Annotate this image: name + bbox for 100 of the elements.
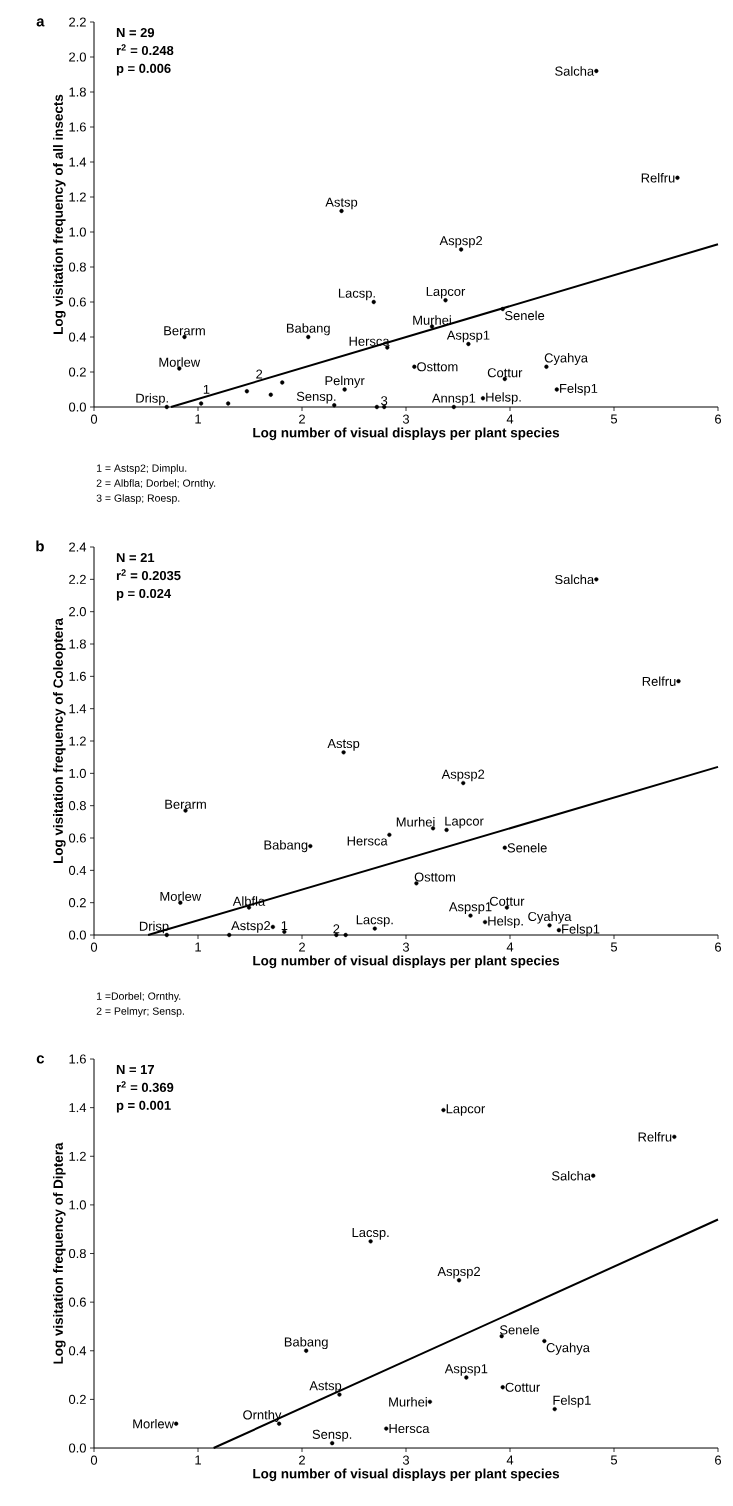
annotation: Sensp. [312, 1429, 352, 1442]
annotation: Senele [507, 842, 547, 853]
point [280, 380, 285, 385]
y-tick-label: 1.0 [69, 1200, 86, 1210]
annotation: Sensp. [296, 391, 336, 404]
annotation: Murhei [396, 817, 435, 827]
y-tick-label: 0.4 [68, 332, 87, 342]
point [502, 845, 507, 850]
annotation: Lacsp. [352, 1228, 389, 1240]
annotation: Salcha [552, 1170, 591, 1181]
x-tick-label: 2 [299, 1455, 305, 1465]
annotation: N = 17 [116, 1065, 154, 1074]
y-tick-label: 2.2 [69, 574, 86, 584]
y-tick-label: 1.0 [69, 768, 86, 778]
annotation: Aspsp1 [446, 330, 490, 343]
x-tick-label: 3 [402, 414, 410, 424]
point [554, 387, 559, 392]
y-tick-label: 0.8 [68, 262, 86, 272]
point [427, 1399, 433, 1404]
annotation: Babang [264, 840, 308, 853]
x-tick-label: 6 [715, 942, 722, 952]
x-tick-label: 0 [90, 942, 98, 952]
point [500, 1385, 505, 1390]
annotation: Helsp. [486, 392, 521, 405]
chart-title: a [36, 18, 45, 27]
point [542, 1338, 547, 1344]
annotation: Salcha [555, 66, 595, 76]
annotation: Lapcor [446, 1104, 486, 1116]
y-tick-label: 1.2 [69, 192, 86, 202]
y-tick-label: 1.6 [69, 1054, 86, 1064]
annotation: Berarm [165, 799, 206, 809]
y-tick-label: 1.4 [69, 1103, 87, 1113]
annotation: Astsp [325, 197, 358, 210]
annotation: Cottur [505, 1382, 540, 1392]
x-tick-label: 4 [506, 942, 514, 952]
point [227, 932, 232, 938]
annotation: Lapcor [426, 286, 466, 299]
point [343, 932, 348, 938]
y-tick-label: 1.8 [69, 639, 86, 649]
point [591, 1173, 596, 1178]
y-tick-label: 0.6 [68, 297, 86, 307]
y-tick-label: 0.0 [68, 1443, 86, 1453]
x-tick-label: 4 [506, 414, 514, 424]
annotation: r$^{2}$ = 0.369 [116, 1081, 174, 1093]
text: 2 = Pelmyr; Sensp. [96, 1007, 184, 1017]
x-tick-label: 6 [715, 414, 722, 424]
x-tick-label: 5 [610, 942, 618, 952]
annotation: Morlew [160, 891, 202, 901]
point [174, 1421, 179, 1426]
point [594, 68, 599, 74]
annotation: 2 [256, 369, 263, 379]
annotation: Babang [284, 1336, 328, 1350]
x-axis-title: Log number of visual displays per plant species [253, 955, 560, 969]
x-tick-label: 2 [299, 414, 305, 424]
annotation: Lacsp. [356, 915, 393, 927]
chart-title: c [36, 1055, 45, 1064]
y-tick-label: 0.0 [68, 402, 86, 412]
annotation: Cyahya [544, 352, 589, 366]
point [337, 1392, 342, 1397]
y-tick-label: 1.6 [69, 671, 86, 681]
y-tick-label: 2.2 [69, 17, 86, 27]
x-axis-title: Log number of visual displays per plant species [253, 1468, 560, 1482]
annotation: Pelmyr [325, 375, 365, 388]
annotation: Osttom [414, 872, 455, 882]
annotation: Relfru [642, 676, 676, 686]
annotation: Osttom [417, 362, 458, 372]
x-tick-label: 5 [610, 1455, 618, 1465]
text: 1 = Astsp2; Dimplu. [97, 464, 187, 474]
x-tick-label: 1 [195, 1455, 201, 1465]
y-tick-label: 1.4 [69, 157, 87, 167]
annotation: 2 [333, 924, 340, 934]
point [441, 1107, 446, 1113]
annotation: Berarm [164, 326, 205, 336]
annotation: Salcha [555, 574, 595, 585]
annotation: Aspsp1 [448, 902, 492, 914]
annotation: Felsp1 [560, 383, 598, 396]
y-tick-label: 2.0 [69, 607, 86, 617]
annotation: Felsp1 [562, 924, 600, 937]
y-tick-label: 1.4 [69, 704, 87, 714]
annotation: Hersca [389, 1424, 430, 1434]
y-tick-label: 0.2 [68, 367, 86, 377]
x-tick-label: 3 [402, 942, 410, 952]
x-axis-title: Log number of visual displays per plant species [253, 427, 560, 441]
annotation: 3 [381, 396, 388, 406]
point [374, 404, 379, 410]
annotation: Lacsp. [338, 288, 375, 301]
annotation: Ornthy [243, 1409, 282, 1423]
point [387, 832, 392, 837]
annotation: Cyahya [546, 1342, 590, 1355]
annotation: Babang [286, 323, 330, 336]
point [594, 577, 599, 582]
annotation: Relfru [638, 1132, 672, 1142]
y-axis-title: Log visitation frequency of all insects [53, 94, 66, 334]
annotation: Cottur [487, 368, 523, 378]
annotation: Annsp1 [431, 393, 476, 406]
x-tick-label: 3 [402, 1455, 410, 1465]
annotation: N = 29 [116, 27, 155, 38]
y-tick-label: 0.6 [68, 833, 86, 843]
x-tick-label: 2 [299, 942, 305, 952]
annotation: Felsp1 [553, 1395, 591, 1408]
